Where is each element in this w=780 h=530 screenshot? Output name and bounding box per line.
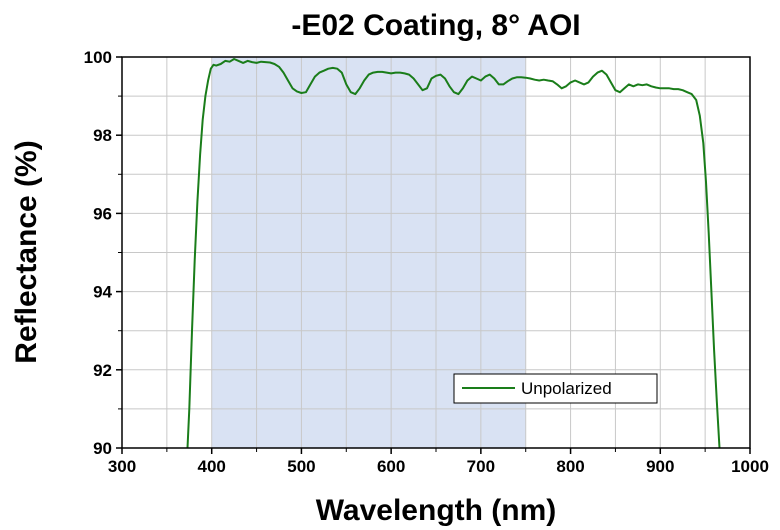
x-axis-label: Wavelength (nm) [316,494,557,527]
x-tick-label: 800 [556,457,584,476]
series-line-unpolarized [186,58,721,449]
x-tick-label: 500 [287,457,315,476]
y-tick-label: 98 [93,126,112,145]
x-tick-label: 1000 [731,457,769,476]
legend-label: Unpolarized [521,379,612,398]
x-tick-label: 700 [467,457,495,476]
y-tick-label: 94 [93,283,112,302]
y-tick-label: 90 [93,439,112,458]
chart-title: -E02 Coating, 8° AOI [291,9,580,42]
legend: Unpolarized [453,373,658,404]
y-tick-label: 100 [84,48,112,67]
x-tick-label: 600 [377,457,405,476]
y-axis-label: Reflectance (%) [10,140,43,363]
y-tick-label: 96 [93,204,112,223]
y-tick-label: 92 [93,361,112,380]
x-tick-label: 400 [198,457,226,476]
x-tick-label: 300 [108,457,136,476]
x-tick-label: 900 [646,457,674,476]
plot-area: 300 400 500 600 700 800 900 1000 90 92 94 96 98 100 [84,48,769,476]
